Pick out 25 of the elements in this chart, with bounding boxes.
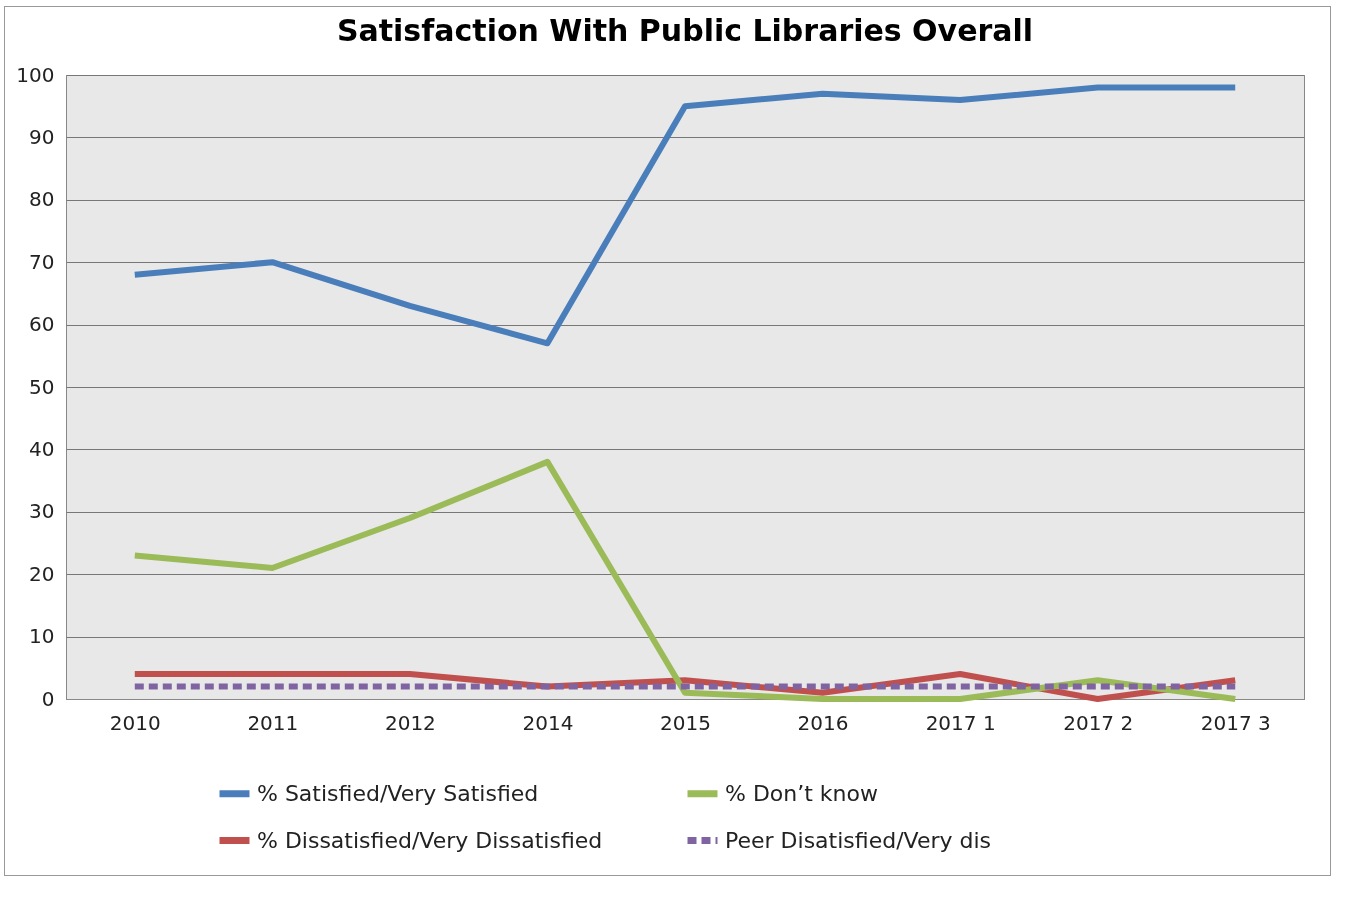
y-tick-label: 60 bbox=[29, 312, 55, 337]
x-tick-label: 2017 3 bbox=[1200, 710, 1271, 735]
x-tick-label: 2015 bbox=[660, 710, 711, 735]
y-tick-label: 90 bbox=[29, 124, 55, 149]
y-tick-label: 40 bbox=[29, 436, 55, 461]
y-tick-label: 10 bbox=[29, 624, 55, 649]
x-tick-label: 2010 bbox=[109, 710, 161, 735]
x-tick-label: 2012 bbox=[384, 710, 436, 735]
x-tick-label: 2016 bbox=[797, 710, 849, 735]
y-tick-label: 20 bbox=[29, 561, 55, 586]
x-tick-label: 2017 1 bbox=[925, 710, 996, 735]
legend-label: Peer Disatisfied/Very dis bbox=[725, 827, 992, 853]
x-tick-label: 2014 bbox=[522, 710, 574, 735]
legend-label: % Satisfied/Very Satisfied bbox=[257, 780, 539, 806]
y-tick-label: 70 bbox=[29, 249, 55, 274]
x-tick-label: 2017 2 bbox=[1063, 710, 1134, 735]
y-tick-label: 30 bbox=[29, 499, 55, 524]
y-tick-label: 50 bbox=[29, 374, 55, 399]
chart-title: Satisfaction With Public Libraries Overall bbox=[336, 13, 1034, 48]
x-tick-label: 2011 bbox=[247, 710, 299, 735]
y-tick-label: 100 bbox=[16, 62, 55, 87]
legend-label: % Don’t know bbox=[725, 780, 878, 806]
legend-label: % Dissatisfied/Very Dissatisfied bbox=[257, 827, 603, 853]
y-tick-label: 80 bbox=[29, 187, 55, 212]
y-tick-label: 0 bbox=[41, 686, 55, 711]
